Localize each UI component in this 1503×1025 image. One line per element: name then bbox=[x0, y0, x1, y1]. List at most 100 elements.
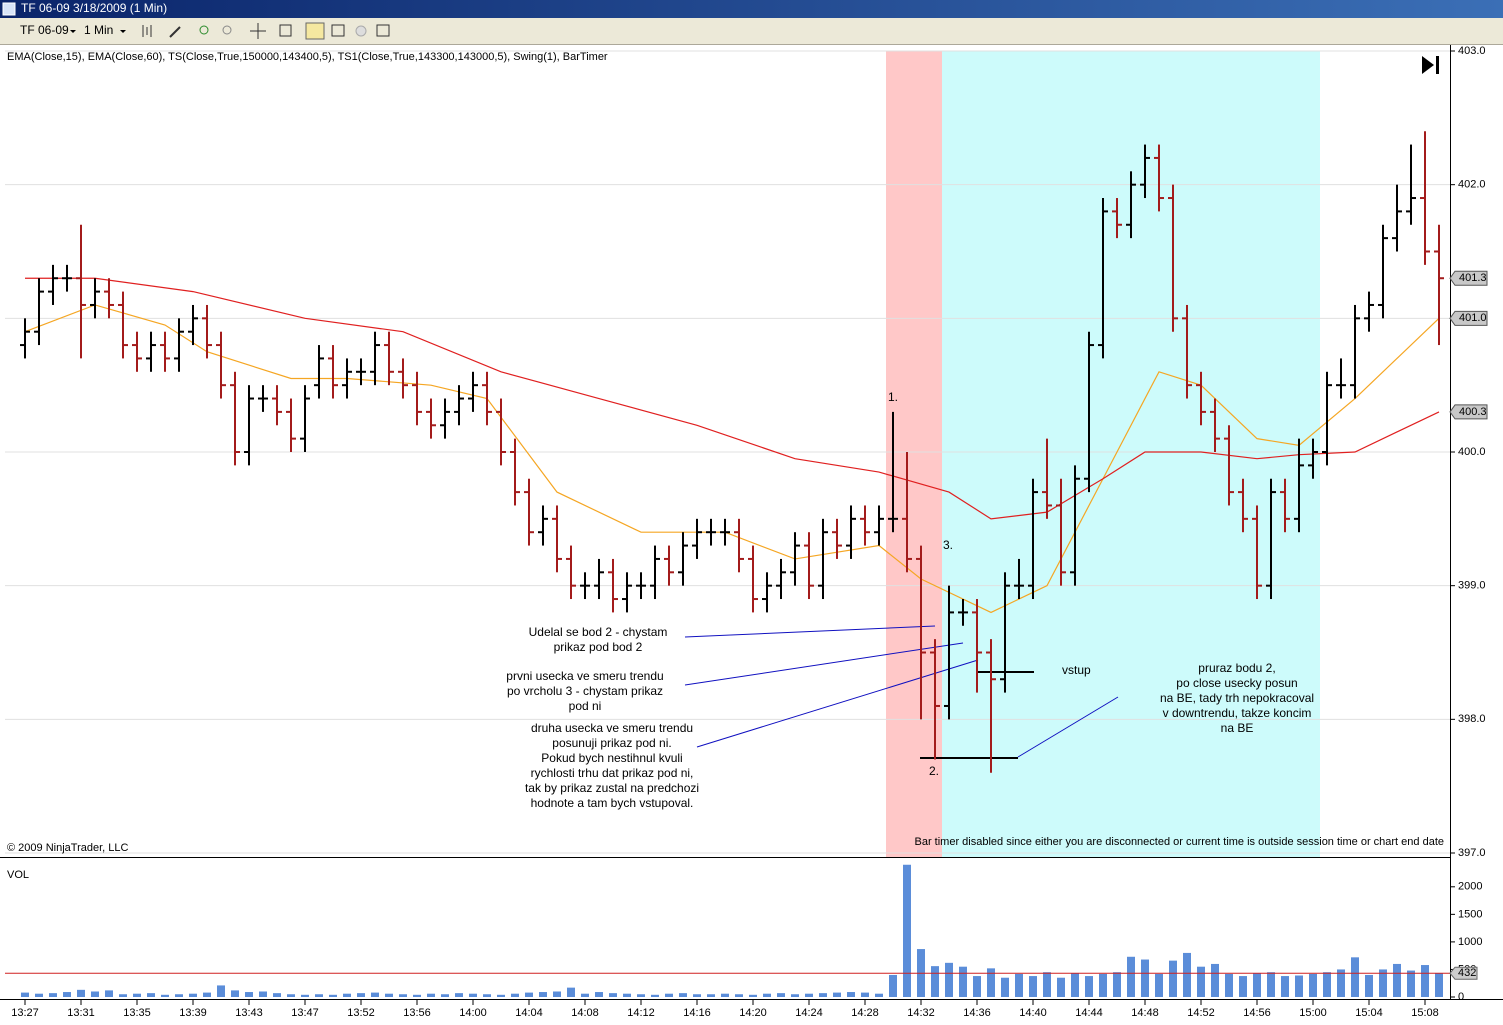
y-tick-label: 2000 bbox=[1458, 881, 1482, 893]
volume-bar bbox=[1099, 973, 1107, 997]
bar-type-icon[interactable] bbox=[142, 25, 152, 37]
volume-bar bbox=[49, 993, 57, 997]
volume-bar bbox=[1169, 960, 1177, 997]
x-tick-label: 14:04 bbox=[515, 1007, 543, 1019]
x-tick-label: 14:08 bbox=[571, 1007, 599, 1019]
annotation-text: vstup bbox=[1062, 663, 1091, 677]
annotation-text: v downtrendu, takze koncim bbox=[1163, 706, 1312, 720]
x-tick-label: 14:16 bbox=[683, 1007, 711, 1019]
annotation-text: po close usecky posun bbox=[1176, 676, 1297, 690]
volume-bar bbox=[581, 993, 589, 997]
volume-bar bbox=[1225, 973, 1233, 997]
zoom-out-icon[interactable] bbox=[222, 25, 232, 35]
x-tick-label: 14:48 bbox=[1131, 1007, 1159, 1019]
app-icon bbox=[2, 2, 16, 16]
volume-marker-label: 432 bbox=[1458, 967, 1476, 979]
volume-bar bbox=[287, 994, 295, 997]
end-bar-icon bbox=[1436, 56, 1439, 74]
properties-icon[interactable] bbox=[279, 24, 292, 37]
volume-bar bbox=[1365, 974, 1373, 997]
volume-bar bbox=[1001, 977, 1009, 997]
alert-icon[interactable] bbox=[355, 25, 367, 37]
strategy-icon[interactable] bbox=[305, 22, 325, 40]
volume-bar bbox=[749, 994, 757, 997]
volume-bar bbox=[1127, 956, 1135, 997]
volume-bar bbox=[539, 992, 547, 997]
connector bbox=[684, 642, 964, 686]
volume-bar bbox=[203, 992, 211, 997]
volume-bar bbox=[1029, 976, 1037, 997]
x-tick-label: 13:43 bbox=[235, 1007, 263, 1019]
y-tick-label: 0 bbox=[1458, 991, 1464, 1003]
instrument-selector[interactable]: TF 06-09 bbox=[20, 23, 69, 37]
x-tick-label: 14:12 bbox=[627, 1007, 655, 1019]
data-box-icon[interactable] bbox=[376, 24, 390, 37]
indicator-label: EMA(Close,15), EMA(Close,60), TS(Close,T… bbox=[7, 51, 608, 63]
volume-bar bbox=[945, 962, 953, 997]
volume-bar bbox=[1267, 972, 1275, 997]
volume-bar bbox=[1071, 973, 1079, 997]
volume-bar bbox=[301, 994, 309, 997]
volume-bar bbox=[441, 994, 449, 997]
y-tick-label: 1500 bbox=[1458, 908, 1482, 920]
volume-bar bbox=[959, 966, 967, 997]
x-tick-label: 13:47 bbox=[291, 1007, 319, 1019]
annotation-text: prvni usecka ve smeru trendu bbox=[506, 669, 663, 683]
volume-bar bbox=[119, 994, 127, 997]
volume-bar bbox=[133, 993, 141, 997]
dropdown-arrow bbox=[70, 30, 76, 33]
volume-marker-box bbox=[1449, 966, 1478, 980]
x-tick-label: 14:24 bbox=[795, 1007, 823, 1019]
volume-bar bbox=[889, 974, 897, 997]
annotation-text: po vrcholu 3 - chystam prikaz bbox=[507, 684, 663, 698]
volume-bar bbox=[567, 987, 575, 997]
x-tick-label: 14:00 bbox=[459, 1007, 487, 1019]
x-tick-label: 15:04 bbox=[1355, 1007, 1383, 1019]
x-tick-label: 14:56 bbox=[1243, 1007, 1271, 1019]
volume-bar bbox=[721, 993, 729, 997]
volume-bar bbox=[1183, 952, 1191, 997]
x-tick-label: 14:28 bbox=[851, 1007, 879, 1019]
go-to-end-button[interactable] bbox=[1422, 56, 1439, 74]
volume-bar bbox=[875, 993, 883, 997]
annotation-text: Pokud bych nestihnul kvuli bbox=[541, 751, 682, 765]
x-tick-label: 13:56 bbox=[403, 1007, 431, 1019]
volume-bar bbox=[497, 994, 505, 997]
interval-selector[interactable]: 1 Min bbox=[84, 23, 113, 37]
volume-bar bbox=[1407, 970, 1415, 997]
connector bbox=[696, 659, 979, 748]
x-tick-label: 14:36 bbox=[963, 1007, 991, 1019]
annotation-text: 2. bbox=[929, 764, 939, 778]
annotation-text: prikaz pod bod 2 bbox=[554, 640, 643, 654]
volume-bar bbox=[1323, 972, 1331, 997]
volume-bar bbox=[1043, 972, 1051, 997]
y-tick-label: 402.0 bbox=[1458, 179, 1486, 191]
volume-bar bbox=[847, 992, 855, 997]
volume-bar bbox=[1295, 975, 1303, 997]
volume-bar bbox=[357, 993, 365, 997]
y-tick-label: 1000 bbox=[1458, 936, 1482, 948]
volume-bar bbox=[1393, 963, 1401, 997]
annotation-text: na BE, tady trh nepokracoval bbox=[1160, 691, 1314, 705]
x-tick-label: 14:40 bbox=[1019, 1007, 1047, 1019]
volume-bar bbox=[707, 994, 715, 997]
x-tick-label: 15:00 bbox=[1299, 1007, 1327, 1019]
annotation-text: na BE bbox=[1221, 721, 1254, 735]
crosshair-icon[interactable] bbox=[250, 23, 266, 39]
bar-timer-note: Bar timer disabled since either you are … bbox=[915, 836, 1445, 848]
ema-line bbox=[25, 277, 1440, 520]
zoom-in-icon[interactable] bbox=[199, 25, 209, 35]
volume-bar bbox=[1435, 973, 1443, 997]
volume-bar bbox=[1253, 973, 1261, 997]
annotation-text: posunuji prikaz pod ni. bbox=[552, 736, 671, 750]
copyright: © 2009 NinjaTrader, LLC bbox=[7, 842, 128, 854]
indicator-icon[interactable] bbox=[331, 24, 345, 37]
volume-bar bbox=[385, 993, 393, 997]
volume-bar bbox=[1015, 973, 1023, 997]
volume-bar bbox=[819, 993, 827, 997]
volume-bar bbox=[371, 992, 379, 997]
volume-bar bbox=[861, 992, 869, 997]
draw-icon[interactable] bbox=[169, 26, 181, 38]
volume-bar bbox=[21, 992, 29, 997]
